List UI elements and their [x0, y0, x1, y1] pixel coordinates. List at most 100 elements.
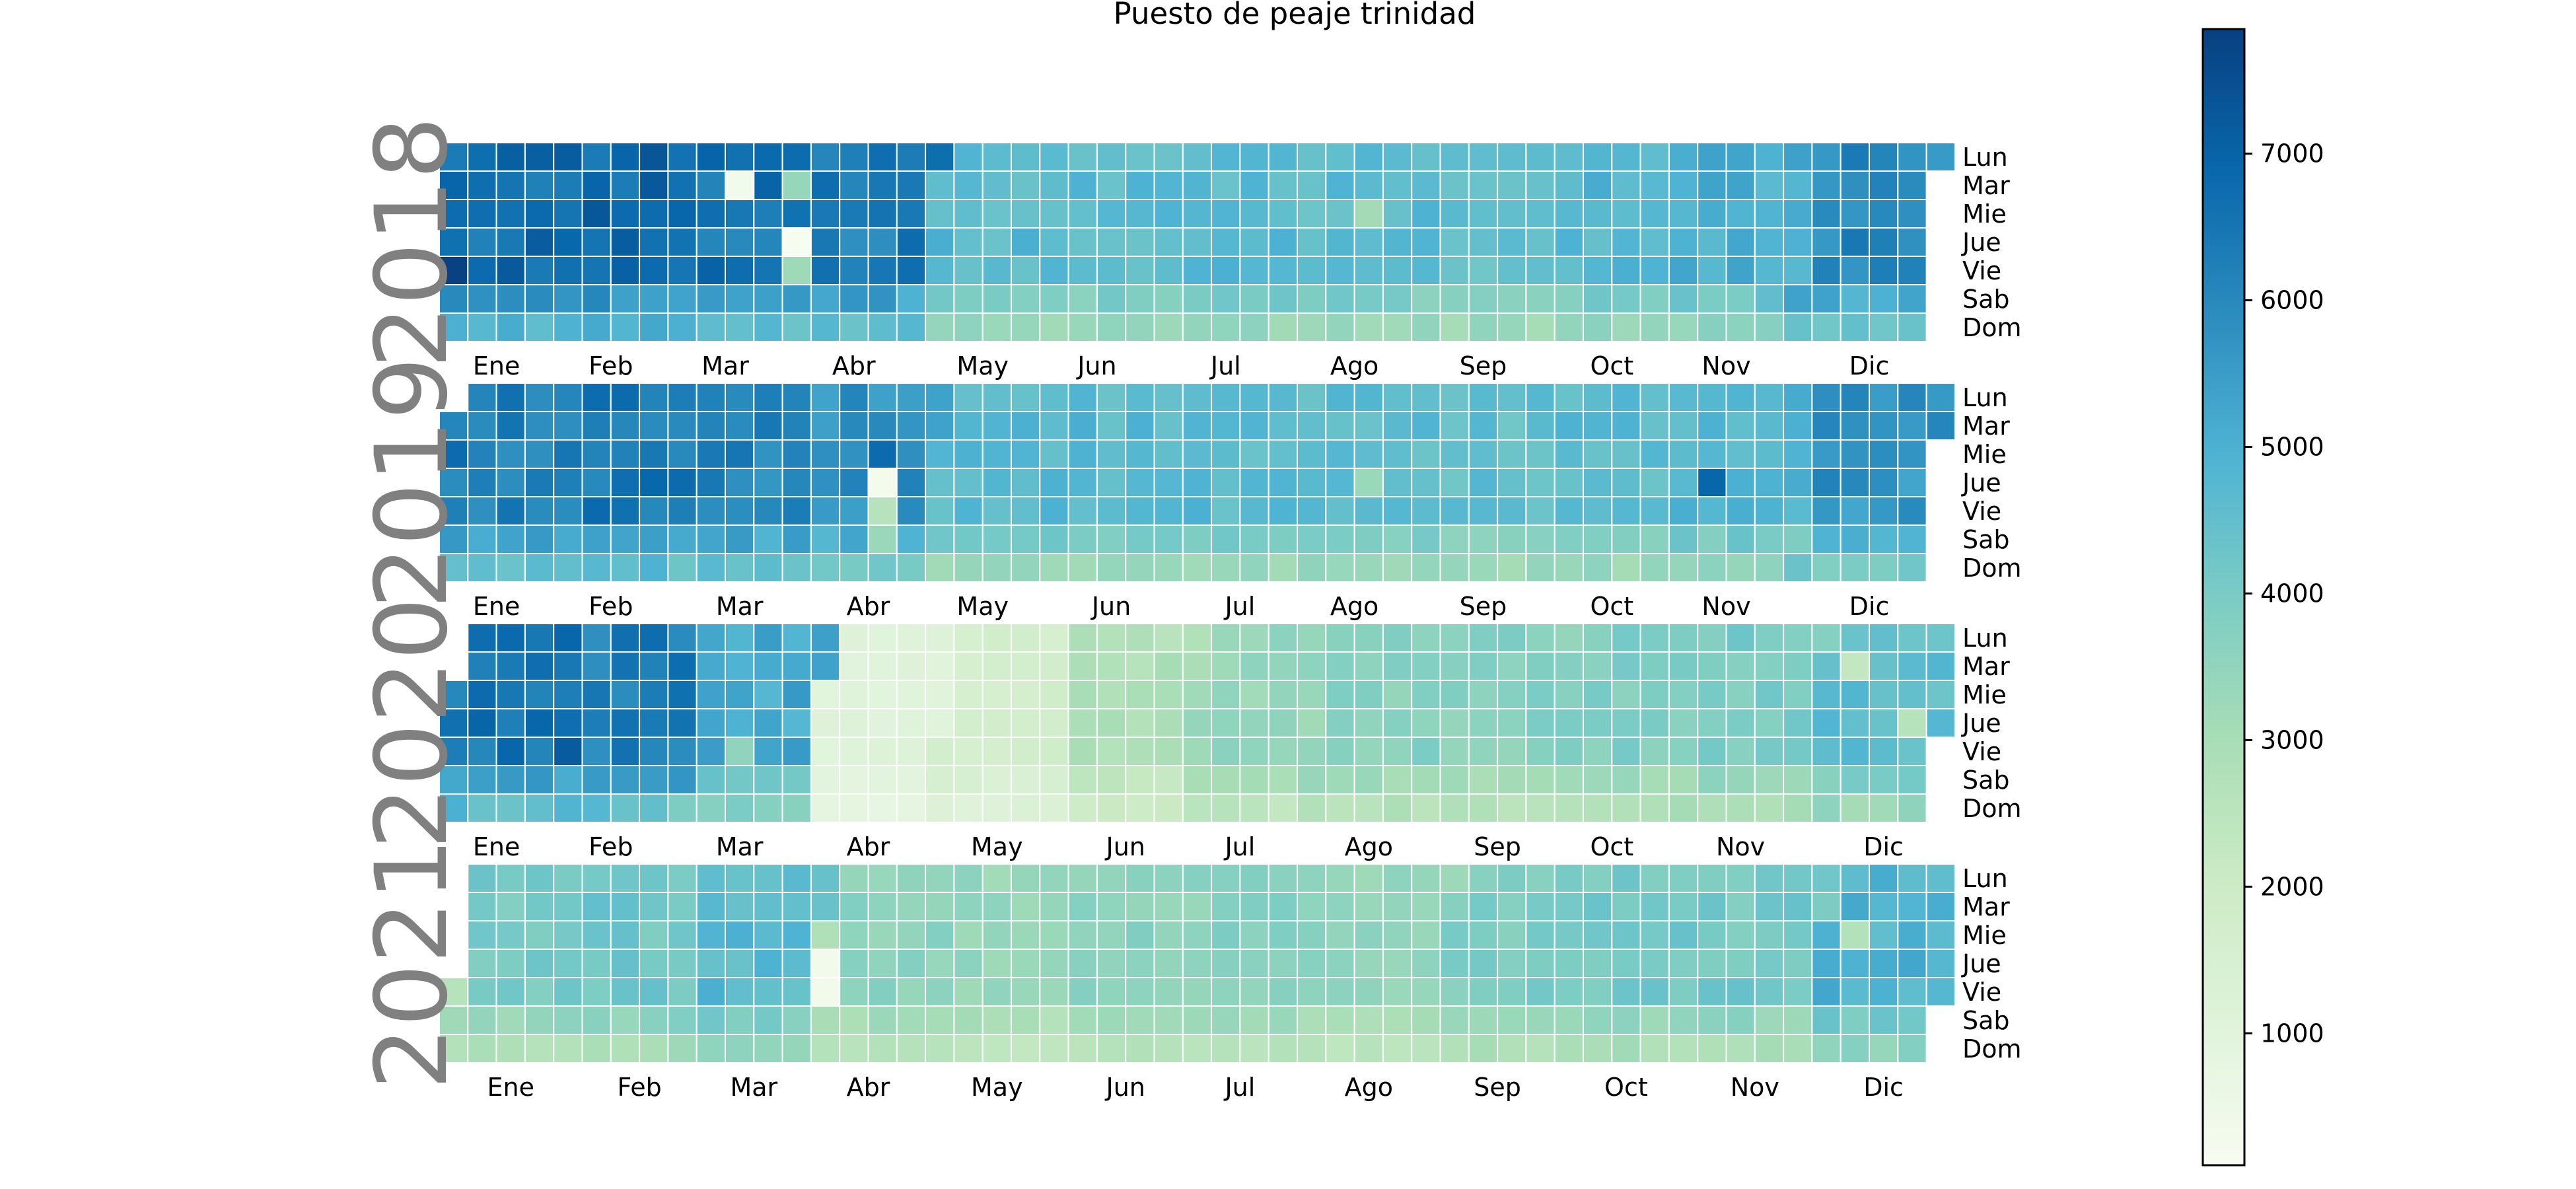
day-cell	[467, 227, 497, 257]
day-cell	[896, 170, 927, 200]
day-cell	[1468, 142, 1499, 172]
day-cell	[639, 623, 669, 653]
day-cell	[1811, 496, 1842, 526]
day-cell	[467, 256, 497, 285]
day-cell	[1611, 793, 1641, 823]
day-cell	[1897, 382, 1927, 412]
day-cell	[1125, 920, 1155, 950]
day-cell	[581, 524, 612, 554]
day-cell	[1554, 892, 1584, 921]
day-cell	[610, 1034, 641, 1063]
day-cell	[953, 524, 984, 554]
day-cell	[1011, 170, 1041, 200]
day-cell	[1297, 468, 1327, 497]
day-cell	[1869, 920, 1899, 950]
day-cell	[725, 680, 755, 709]
day-cell	[896, 524, 927, 554]
day-cell	[1611, 256, 1641, 285]
day-cell	[1668, 651, 1699, 681]
day-cell	[667, 1034, 698, 1063]
day-cell	[1067, 553, 1098, 583]
day-cell	[1239, 411, 1270, 441]
day-cell	[439, 411, 469, 441]
day-cell	[1439, 793, 1470, 823]
day-cell	[1411, 977, 1441, 1007]
day-cell	[1668, 1005, 1699, 1035]
day-cell	[495, 227, 526, 257]
day-cell	[524, 737, 555, 766]
day-cell	[581, 1005, 612, 1035]
weekday-label: Mie	[1962, 680, 2007, 709]
day-cell	[1297, 170, 1327, 200]
day-cell	[753, 256, 783, 285]
day-cell	[1325, 793, 1355, 823]
day-cell	[867, 170, 898, 200]
day-cell	[1668, 1034, 1699, 1063]
day-cell	[1353, 382, 1384, 412]
day-cell	[610, 623, 641, 653]
day-cell	[1268, 765, 1298, 795]
day-cell	[581, 793, 612, 823]
day-cell	[696, 977, 726, 1007]
day-cell	[1325, 142, 1355, 172]
day-cell	[1583, 737, 1613, 766]
day-cell	[839, 382, 869, 412]
day-cell	[1382, 1034, 1413, 1063]
day-cell	[753, 496, 783, 526]
day-cell	[1525, 142, 1556, 172]
day-cell	[1411, 892, 1441, 921]
day-cell	[1067, 227, 1098, 257]
day-cell	[1869, 256, 1899, 285]
day-cell	[696, 312, 726, 342]
day-cell	[1611, 651, 1641, 681]
day-cell	[1239, 651, 1270, 681]
month-label: Nov	[1716, 832, 1765, 861]
day-cell	[810, 199, 841, 229]
day-cell	[467, 892, 497, 921]
month-label: Nov	[1701, 592, 1750, 621]
day-cell	[581, 170, 612, 200]
day-cell	[1297, 227, 1327, 257]
day-cell	[725, 496, 755, 526]
day-cell	[1153, 765, 1184, 795]
day-cell	[982, 708, 1012, 738]
day-cell	[1668, 553, 1699, 583]
day-cell	[495, 920, 526, 950]
day-cell	[1725, 708, 1756, 738]
day-cell	[839, 227, 869, 257]
day-cell	[753, 284, 783, 314]
day-cell	[1268, 170, 1298, 200]
day-cell	[553, 411, 583, 441]
day-cell	[1554, 284, 1584, 314]
day-cell	[925, 708, 955, 738]
day-cell	[753, 977, 783, 1007]
day-cell	[1153, 623, 1184, 653]
day-cell	[1840, 284, 1870, 314]
day-cell	[1554, 170, 1584, 200]
colorbar-gradient	[2201, 28, 2246, 1167]
day-cell	[1697, 284, 1727, 314]
day-cell	[1067, 892, 1098, 921]
day-cell	[1182, 977, 1213, 1007]
day-cell	[1153, 496, 1184, 526]
day-cell	[1353, 524, 1384, 554]
day-cell	[495, 949, 526, 978]
year-label: 2019	[355, 357, 470, 609]
day-cell	[467, 977, 497, 1007]
day-cell	[1639, 382, 1670, 412]
day-cell	[1869, 623, 1899, 653]
day-cell	[1525, 227, 1556, 257]
day-cell	[1725, 651, 1756, 681]
day-cell	[1096, 199, 1127, 229]
day-cell	[810, 256, 841, 285]
day-cell	[810, 496, 841, 526]
day-cell	[1353, 949, 1384, 978]
day-cell	[495, 793, 526, 823]
month-label: Ago	[1345, 832, 1393, 861]
day-cell	[781, 949, 812, 978]
day-cell	[1468, 863, 1499, 893]
day-cell	[1468, 468, 1499, 497]
day-cell	[696, 496, 726, 526]
day-cell	[925, 468, 955, 497]
day-cell	[1840, 920, 1870, 950]
